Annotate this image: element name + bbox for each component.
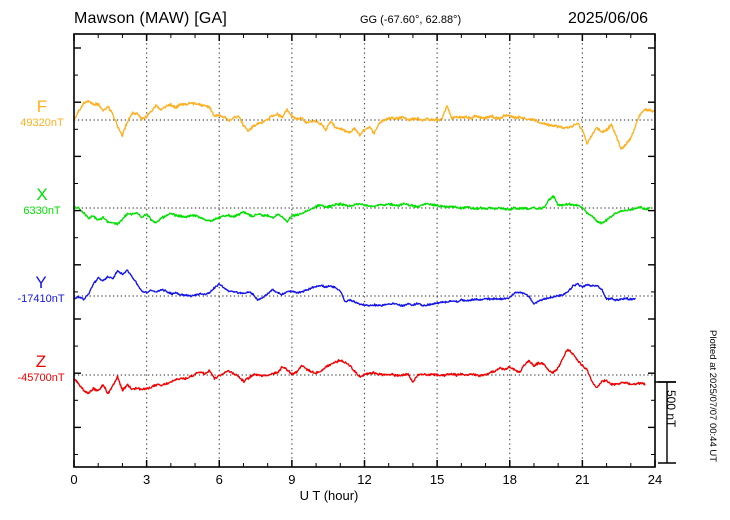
x-tick-label: 21	[575, 472, 590, 487]
component-letter-z: Z	[35, 352, 47, 371]
x-tick-label: 15	[429, 472, 445, 487]
x-tick-label: 12	[357, 472, 372, 487]
plot-frame	[73, 33, 656, 468]
scale-bar-label: 500 nT	[664, 390, 678, 428]
component-label-z: Z -45700nT	[10, 353, 72, 384]
x-tick-label: 18	[502, 472, 517, 487]
x-axis-title: U T (hour)	[0, 488, 730, 503]
component-label-y: Y -17410nT	[10, 274, 72, 305]
component-letter-x: X	[36, 185, 48, 204]
x-tick-label: 6	[215, 472, 223, 487]
traces-layer	[73, 99, 656, 395]
station-title: Mawson (MAW) [GA]	[74, 10, 228, 27]
x-axis-title-text: U T (hour)	[299, 488, 359, 503]
component-baseline-z: -45700nT	[17, 372, 65, 384]
component-letter-y: Y	[35, 273, 47, 292]
scale-bar	[655, 381, 676, 464]
component-label-x: X 6330nT	[14, 186, 70, 217]
x-tick-label: 3	[143, 472, 151, 487]
trace-y	[73, 269, 636, 308]
date-label: 2025/06/06	[568, 10, 649, 27]
geographic-coordinates: GG (-67.60°, 62.88°)	[360, 14, 462, 26]
grid-layer	[74, 34, 655, 467]
component-letter-f: F	[36, 97, 48, 116]
component-baseline-f: 49320nT	[20, 117, 64, 129]
component-label-f: F 49320nT	[14, 98, 70, 129]
component-baseline-y: -17410nT	[17, 293, 65, 305]
plotted-timestamp: Plotted at 2025/07/07 00:44 UT	[707, 330, 718, 463]
component-baseline-x: 6330nT	[23, 205, 61, 217]
trace-z	[73, 348, 646, 395]
trace-f	[73, 99, 656, 150]
x-tick-label: 24	[647, 472, 663, 487]
x-tick-label: 9	[288, 472, 296, 487]
trace-x	[73, 195, 651, 226]
x-tick-label: 0	[70, 472, 78, 487]
